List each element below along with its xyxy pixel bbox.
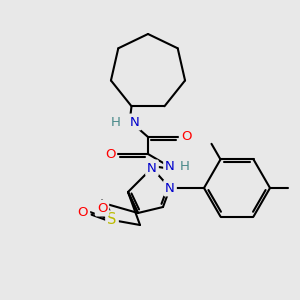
Text: N: N [130, 116, 140, 128]
Text: H: H [111, 116, 121, 128]
Text: H: H [180, 160, 190, 173]
Text: S: S [107, 212, 117, 227]
Text: O: O [105, 148, 115, 160]
Text: N: N [147, 161, 157, 175]
Text: O: O [97, 202, 107, 214]
Text: N: N [165, 160, 175, 173]
Text: O: O [181, 130, 191, 143]
Text: O: O [78, 206, 88, 218]
Text: N: N [165, 182, 175, 194]
